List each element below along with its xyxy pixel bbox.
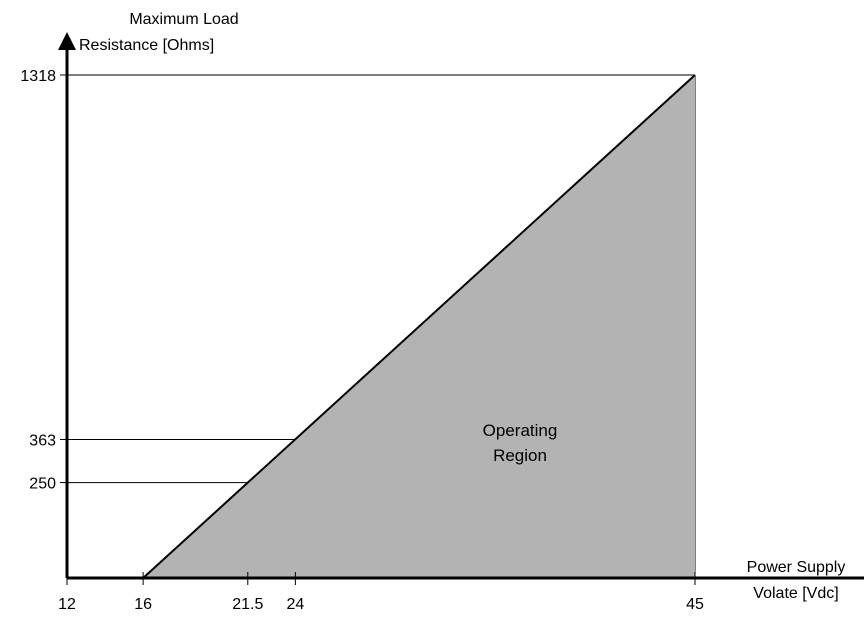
region-label-line-1: Operating <box>483 421 558 440</box>
y-tick-label-250: 250 <box>29 476 56 493</box>
x-axis-title-line-2: Volate [Vdc] <box>753 585 838 602</box>
x-tick-label-12: 12 <box>58 596 76 613</box>
x-tick-label-16: 16 <box>134 596 152 613</box>
tick-labels: 12 16 21.5 24 45 1318 363 250 Maximum Load Resist… <box>20 11 845 613</box>
x-axis-title-line-1: Power Supply <box>747 559 846 576</box>
y-tick-label-363: 363 <box>29 432 56 449</box>
y-axis-arrow <box>58 32 76 50</box>
x-tick-label-21.5: 21.5 <box>232 596 263 613</box>
y-axis-title-line-1: Maximum Load <box>129 11 238 28</box>
y-axis-title-line-2: Resistance [Ohms] <box>79 37 214 54</box>
max-load-line <box>142 74 696 579</box>
region-label-line-2: Region <box>493 446 547 465</box>
axes <box>58 32 864 585</box>
y-tick-label-1318: 1318 <box>20 68 56 85</box>
x-tick-label-24: 24 <box>286 596 304 613</box>
x-tick-label-45: 45 <box>686 596 704 613</box>
